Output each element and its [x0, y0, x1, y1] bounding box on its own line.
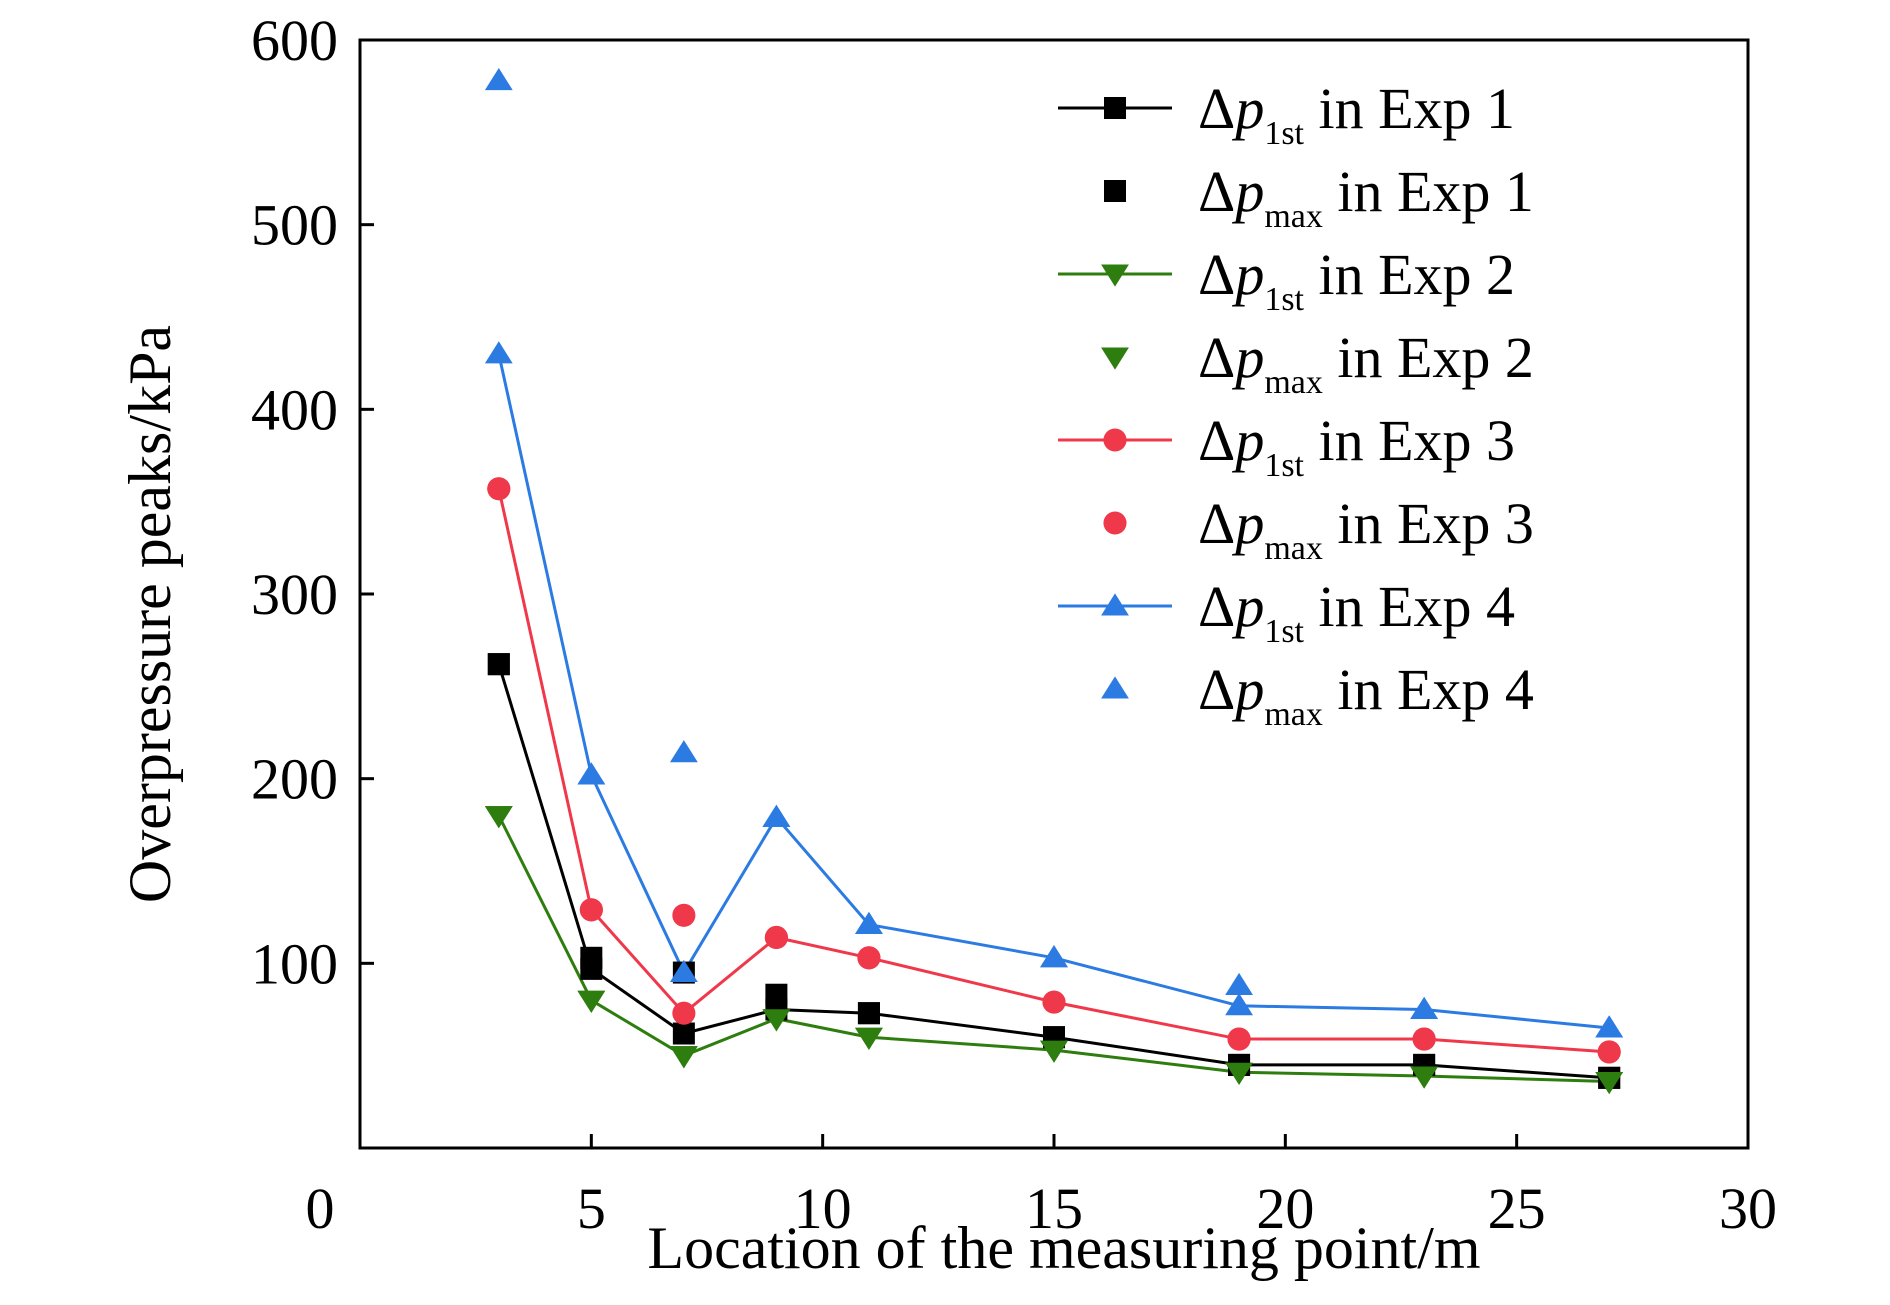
- data-point: [580, 957, 603, 980]
- data-point: [669, 740, 698, 763]
- legend-marker: [1101, 676, 1129, 699]
- data-point: [1597, 1040, 1621, 1064]
- y-tick-label: 200: [251, 747, 338, 812]
- data-point: [672, 903, 696, 927]
- legend-item: Δp1st in Exp 4: [1058, 574, 1515, 650]
- data-point: [669, 959, 698, 983]
- data-point: [857, 1002, 880, 1025]
- y-axis: 100 200 300 400 500 600: [251, 8, 374, 996]
- data-point: [1412, 1027, 1436, 1051]
- data-point: [669, 1046, 698, 1069]
- series-points-2: [484, 806, 1624, 1095]
- legend-label: Δp1st in Exp 2: [1198, 242, 1515, 318]
- legend-item: Δpmax in Exp 1: [1104, 159, 1534, 235]
- data-point: [487, 477, 511, 501]
- data-point: [1227, 1027, 1251, 1051]
- data-point: [672, 1022, 695, 1045]
- y-tick-label: 600: [251, 8, 338, 73]
- x-tick-label: 30: [1719, 1176, 1777, 1241]
- legend-label: Δpmax in Exp 3: [1198, 491, 1534, 567]
- legend-marker: [1103, 428, 1127, 452]
- legend-marker: [1101, 593, 1129, 616]
- data-point: [855, 911, 883, 935]
- legend-label: Δpmax in Exp 4: [1198, 657, 1534, 733]
- data-point: [484, 341, 513, 364]
- y-tick-label: 500: [251, 193, 338, 258]
- x-tick-label: 25: [1488, 1176, 1546, 1241]
- legend-label: Δp1st in Exp 3: [1198, 408, 1515, 484]
- data-point: [855, 1027, 883, 1050]
- data-point: [1225, 1062, 1253, 1085]
- legend-marker: [1104, 180, 1126, 202]
- plot-frame: [358, 38, 1750, 1150]
- legend-label: Δpmax in Exp 2: [1198, 325, 1534, 401]
- data-point: [1040, 1040, 1068, 1063]
- data-point: [1225, 972, 1253, 995]
- legend-marker: [1103, 511, 1127, 535]
- series-points-6: [484, 341, 1624, 1038]
- series-points-5: [487, 477, 1621, 1064]
- data-point: [672, 1001, 696, 1025]
- x-tick-label: 20: [1256, 1176, 1314, 1241]
- legend-item: Δpmax in Exp 4: [1101, 657, 1534, 733]
- data-point: [1040, 945, 1068, 968]
- data-point: [487, 653, 510, 676]
- legend-label: Δpmax in Exp 1: [1198, 159, 1534, 235]
- data-point: [1410, 1066, 1439, 1089]
- x-tick-label: 15: [1025, 1176, 1083, 1241]
- data-point: [484, 806, 513, 829]
- legend-item: Δp1st in Exp 1: [1058, 76, 1515, 152]
- x-axis-label: Location of the measuring point/m: [647, 1215, 1480, 1281]
- data-point: [1595, 1072, 1624, 1095]
- legend-item: Δpmax in Exp 3: [1103, 491, 1534, 567]
- legend-label: Δp1st in Exp 1: [1198, 76, 1515, 152]
- data-point: [762, 1009, 791, 1032]
- legend-label: Δp1st in Exp 4: [1198, 574, 1515, 650]
- legend-item: Δp1st in Exp 2: [1058, 242, 1515, 318]
- series-line-0: [497, 663, 1610, 1080]
- series-markers: [484, 67, 1624, 1095]
- data-point: [577, 762, 606, 785]
- legend-item: Δpmax in Exp 2: [1101, 325, 1534, 401]
- y-tick-label: 300: [251, 562, 338, 627]
- x-tick-label: 5: [577, 1176, 606, 1241]
- data-point: [579, 898, 603, 922]
- data-point: [577, 990, 606, 1013]
- y-tick-label: 100: [251, 931, 338, 996]
- data-point: [1595, 1015, 1624, 1038]
- x-tick-label: 0: [306, 1176, 335, 1241]
- legend-item: Δp1st in Exp 3: [1058, 408, 1515, 484]
- x-axis: 0 5 10 15 20 25 30: [306, 1134, 1777, 1241]
- x-tick-label: 10: [794, 1176, 852, 1241]
- legend-marker: [1101, 347, 1129, 370]
- series-points-4: [487, 477, 1621, 1064]
- y-axis-label: Overpressure peaks/kPa: [117, 325, 183, 903]
- data-point: [762, 804, 791, 827]
- data-point: [484, 67, 513, 91]
- data-point: [1042, 990, 1066, 1014]
- data-point: [857, 946, 881, 970]
- legend-marker: [1101, 264, 1129, 287]
- data-point: [1410, 996, 1439, 1019]
- legend-marker: [1104, 97, 1126, 119]
- data-point: [1225, 993, 1253, 1016]
- y-tick-label: 400: [251, 377, 338, 442]
- data-point: [764, 925, 788, 950]
